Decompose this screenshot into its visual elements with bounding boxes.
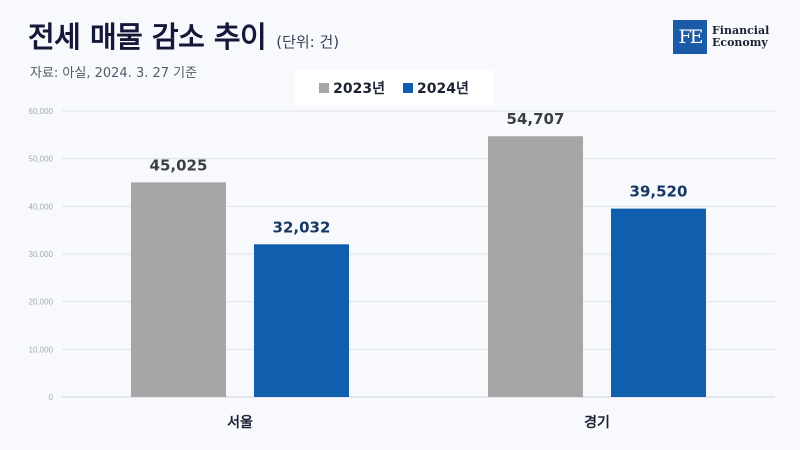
bar	[131, 182, 226, 397]
data-label: 39,520	[630, 183, 688, 201]
bar	[254, 244, 349, 397]
y-tick-label: 20,000	[29, 298, 54, 307]
logo: FE Financial Economy	[673, 20, 769, 54]
legend-label-2023: 2023년	[333, 81, 385, 97]
y-tick-label: 0	[49, 393, 54, 402]
category-label: 서울	[227, 414, 253, 431]
y-tick-label: 10,000	[29, 345, 54, 354]
bar	[488, 136, 583, 397]
data-label: 32,032	[273, 218, 331, 236]
logo-line1: Financial	[712, 24, 770, 37]
data-label: 45,025	[150, 156, 208, 174]
title-row: 전세 매물 감소 추이 (단위: 건)	[28, 14, 339, 56]
legend-swatch-2023	[319, 83, 330, 93]
bar	[611, 208, 706, 397]
y-tick-label: 40,000	[29, 202, 54, 211]
legend-swatch-2024	[403, 83, 413, 93]
logo-text: Financial Economy	[712, 25, 769, 49]
source-note: 자료: 아실, 2024. 3. 27 기준	[30, 66, 198, 81]
legend-label-2024: 2024년	[417, 81, 469, 97]
data-label: 54,707	[507, 110, 565, 128]
y-tick-label: 60,000	[29, 107, 54, 116]
logo-mark: FE	[673, 20, 707, 54]
legend-item-2024: 2024년	[403, 78, 469, 98]
legend-item-2023: 2023년	[319, 78, 385, 98]
category-label: 경기	[584, 414, 610, 431]
logo-line2: Economy	[712, 36, 768, 49]
legend: 2023년 2024년	[295, 70, 493, 106]
chart-title: 전세 매물 감소 추이	[28, 20, 267, 54]
unit-label: (단위: 건)	[276, 33, 340, 51]
y-tick-label: 30,000	[29, 250, 54, 259]
y-tick-label: 50,000	[29, 155, 54, 164]
